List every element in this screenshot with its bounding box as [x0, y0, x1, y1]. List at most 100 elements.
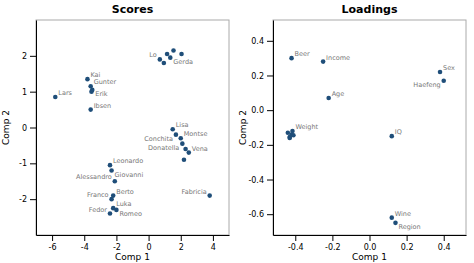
point-label: Sex	[443, 64, 455, 72]
y-tick-mark	[30, 128, 36, 129]
x-tick: -4	[81, 235, 89, 252]
y-tick-label: 0.4	[251, 37, 264, 46]
point-label: Vena	[192, 145, 208, 153]
point-label: Ibsen	[94, 102, 112, 110]
point	[393, 221, 398, 226]
point-label: Fabricia	[182, 188, 207, 196]
y-tick: 0	[22, 124, 36, 133]
y-tick-label: -0.6	[248, 210, 264, 219]
y-tick-label: 2	[22, 52, 27, 61]
point	[182, 157, 187, 162]
y-tick: -0.4	[248, 176, 273, 185]
point	[180, 141, 185, 146]
point	[389, 134, 394, 139]
x-axis-title: Comp 1	[115, 252, 150, 262]
y-axis-line	[273, 21, 274, 236]
y-tick: 0.4	[251, 37, 273, 46]
point	[114, 208, 119, 213]
point	[291, 133, 296, 138]
point	[89, 89, 94, 94]
x-tick-label: -0.4	[288, 243, 304, 252]
x-tick-mark	[52, 235, 53, 241]
points	[286, 56, 446, 225]
chart-root: -6-4-2024-2-1012ScoresComp 1Comp 2LarsKa…	[0, 0, 474, 263]
x-tick-mark	[116, 235, 117, 241]
point	[186, 150, 191, 155]
y-tick-mark	[267, 180, 273, 181]
y-tick-mark	[30, 92, 36, 93]
point-label: Giovanni	[115, 171, 144, 179]
y-tick-label: -1	[19, 159, 27, 168]
point	[168, 55, 173, 60]
point-labels: BeerIncomeAgeWeightIQSexHaefengWineRegio…	[295, 50, 455, 231]
x-tick-label: -4	[81, 243, 89, 252]
y-tick-mark	[30, 56, 36, 57]
point-label: Franco	[87, 191, 109, 199]
x-tick-mark	[407, 235, 408, 241]
x-tick-label: 0.0	[364, 243, 377, 252]
point-label: Wine	[395, 210, 411, 218]
point	[389, 215, 394, 220]
point	[441, 78, 446, 83]
plot-frame	[273, 20, 466, 235]
y-tick-mark	[30, 199, 36, 200]
y-tick-label: 0.2	[251, 72, 264, 81]
y-tick: 0.0	[251, 106, 273, 115]
point	[286, 130, 291, 135]
y-tick: 2	[22, 52, 36, 61]
y-tick-mark	[267, 41, 273, 42]
y-tick-label: -2	[19, 195, 27, 204]
point	[179, 52, 184, 57]
point-label: Age	[332, 90, 345, 98]
point-label: IQ	[395, 128, 402, 136]
x-tick-mark	[181, 235, 182, 241]
point	[174, 132, 179, 137]
point-label: Lisa	[176, 121, 189, 129]
x-tick: 4	[211, 235, 216, 252]
y-tick: -1	[19, 159, 36, 168]
x-axis-line	[37, 235, 230, 236]
y-axis-title: Comp 2	[238, 110, 248, 145]
point	[85, 77, 90, 82]
x-tick: -2	[113, 235, 121, 252]
point-label: Alessandro	[76, 173, 112, 181]
point	[289, 56, 294, 61]
y-tick: -2	[19, 195, 36, 204]
x-axis: -0.4-0.20.00.20.4	[274, 235, 467, 252]
y-tick-label: -0.2	[248, 141, 264, 150]
x-tick: -6	[49, 235, 57, 252]
y-tick-label: 0	[22, 124, 27, 133]
y-tick-mark	[267, 145, 273, 146]
point	[53, 95, 58, 100]
point-label: Gerda	[173, 58, 193, 66]
x-tick: 2	[179, 235, 184, 252]
x-tick-label: -0.2	[325, 243, 341, 252]
point-label: Gunter	[94, 78, 117, 86]
x-tick-label: 0	[147, 243, 152, 252]
chart-title: Scores	[112, 3, 154, 16]
chart-title: Loadings	[342, 3, 398, 16]
x-axis: -6 -4 -2 0 2 4	[37, 235, 230, 252]
point-label: Fedor	[89, 206, 107, 214]
x-tick-mark	[332, 235, 333, 241]
point	[113, 179, 118, 184]
x-tick-label: 0.4	[438, 243, 451, 252]
point	[158, 57, 163, 62]
point	[108, 211, 113, 216]
x-axis-title: Comp 1	[352, 252, 387, 262]
point	[109, 168, 114, 173]
point	[171, 48, 176, 53]
x-tick-mark	[213, 235, 214, 241]
x-tick: -0.4	[288, 235, 304, 252]
point-label: Berto	[116, 188, 134, 196]
x-tick-label: -2	[113, 243, 121, 252]
plot-frame	[36, 20, 229, 235]
point	[88, 107, 93, 112]
point-label: Income	[326, 54, 350, 62]
point	[321, 59, 326, 64]
y-tick-mark	[30, 163, 36, 164]
y-tick-mark	[267, 75, 273, 76]
point	[183, 147, 188, 152]
point-label: Erik	[95, 90, 108, 98]
y-axis-line	[36, 21, 37, 236]
